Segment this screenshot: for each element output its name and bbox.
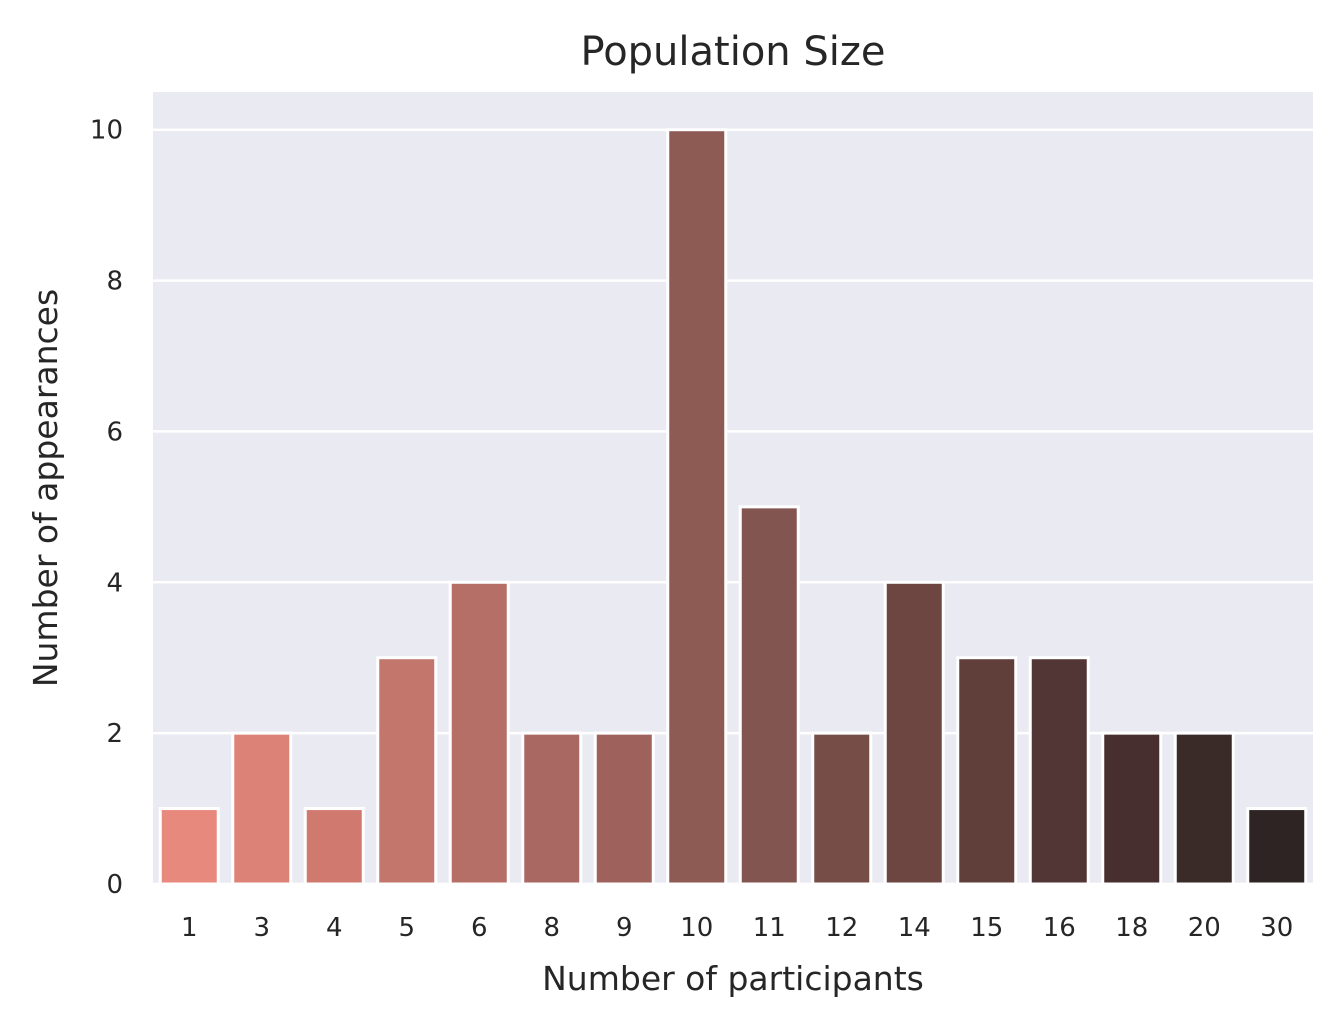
bar-18 bbox=[1101, 731, 1163, 886]
x-tick-label: 1 bbox=[181, 913, 198, 943]
bar-11 bbox=[738, 505, 800, 886]
bar-6 bbox=[448, 580, 510, 886]
bar-16 bbox=[1028, 656, 1090, 886]
chart-title: Population Size bbox=[581, 29, 886, 75]
x-tick-label: 20 bbox=[1188, 913, 1221, 943]
bar-3 bbox=[231, 731, 293, 886]
x-tick-label: 4 bbox=[326, 913, 343, 943]
bar-20 bbox=[1173, 731, 1235, 886]
bar-1 bbox=[158, 807, 220, 886]
x-tick-label: 14 bbox=[898, 913, 931, 943]
x-tick-label: 30 bbox=[1260, 913, 1293, 943]
x-tick-label: 3 bbox=[253, 913, 270, 943]
y-tick-label: 6 bbox=[106, 417, 123, 447]
x-tick-labels: 1 3 4 5 6 8 9 10 11 12 14 15 16 18 20 30 bbox=[181, 913, 1293, 943]
bar-14 bbox=[883, 580, 945, 886]
x-tick-label: 10 bbox=[680, 913, 713, 943]
x-tick-label: 18 bbox=[1115, 913, 1148, 943]
x-tick-label: 15 bbox=[970, 913, 1003, 943]
y-tick-labels: 0 2 4 6 8 10 bbox=[90, 116, 123, 900]
bar-12 bbox=[811, 731, 873, 886]
x-tick-label: 9 bbox=[616, 913, 633, 943]
y-tick-label: 2 bbox=[106, 719, 123, 749]
x-tick-label: 11 bbox=[753, 913, 786, 943]
bar-4 bbox=[303, 807, 365, 886]
y-tick-label: 0 bbox=[106, 870, 123, 900]
y-tick-label: 4 bbox=[106, 568, 123, 598]
x-tick-label: 8 bbox=[543, 913, 560, 943]
y-tick-label: 10 bbox=[90, 116, 123, 146]
bar-10 bbox=[666, 128, 728, 886]
y-axis-label: Number of appearances bbox=[26, 289, 65, 687]
x-tick-label: 12 bbox=[825, 913, 858, 943]
bar-8 bbox=[521, 731, 583, 886]
bar-9 bbox=[593, 731, 655, 886]
x-axis-label: Number of participants bbox=[542, 959, 924, 998]
x-tick-label: 5 bbox=[398, 913, 415, 943]
bar-5 bbox=[376, 656, 438, 886]
bar-30 bbox=[1246, 807, 1308, 886]
y-tick-label: 8 bbox=[106, 267, 123, 297]
x-tick-label: 16 bbox=[1043, 913, 1076, 943]
x-tick-label: 6 bbox=[471, 913, 488, 943]
bars bbox=[158, 128, 1308, 886]
bar-15 bbox=[956, 656, 1018, 886]
